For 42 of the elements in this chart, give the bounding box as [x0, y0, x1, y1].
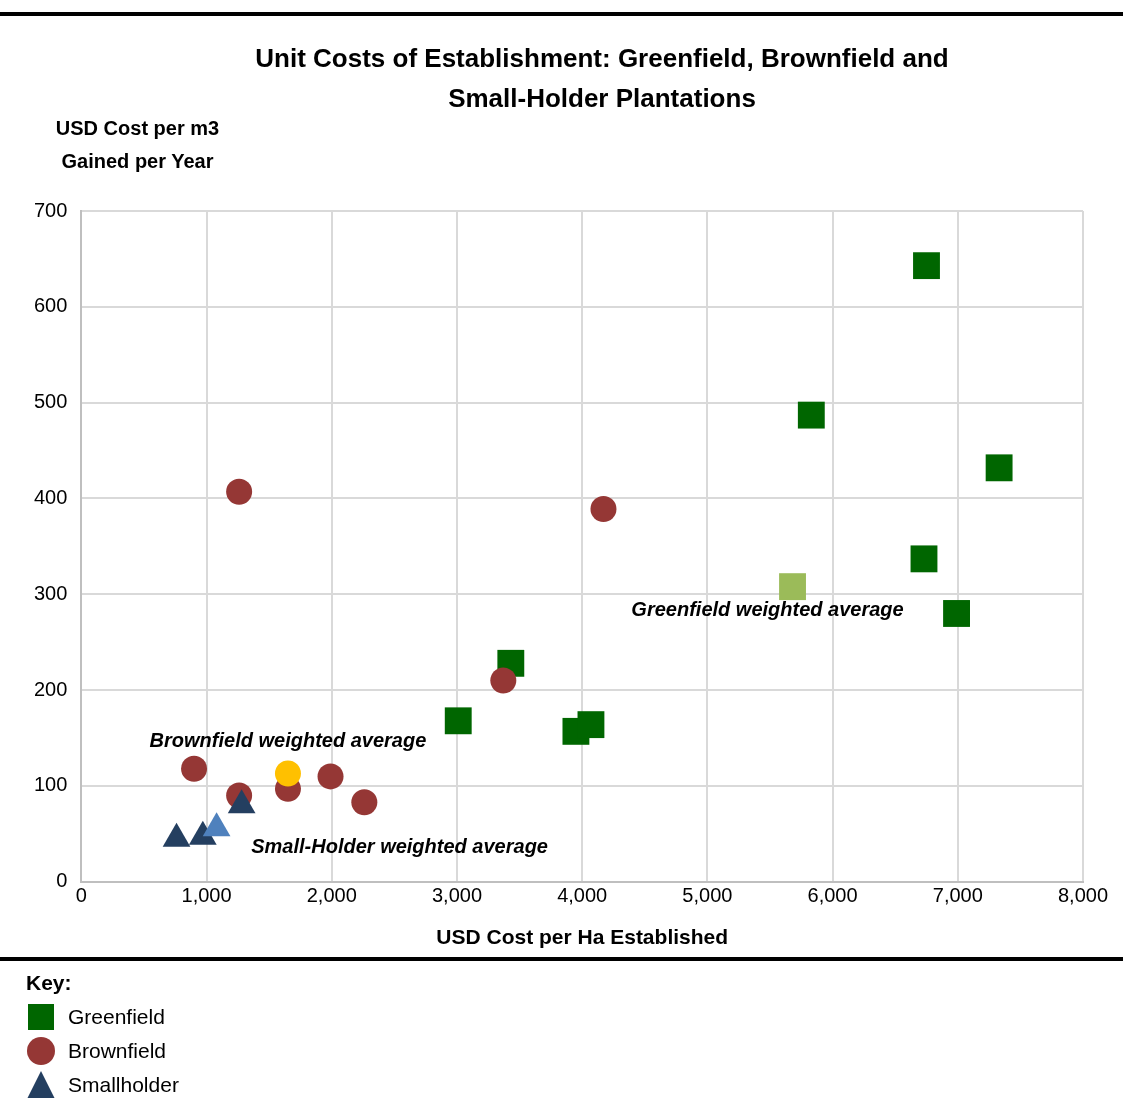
point: [181, 755, 208, 782]
point: [985, 454, 1013, 482]
x-tick-label: 0: [75, 884, 87, 907]
point: [797, 401, 825, 429]
annotation: Small-Holder weighted average: [251, 834, 548, 857]
point: [444, 707, 472, 735]
x-tick-label: 5,000: [682, 884, 733, 907]
point: [577, 711, 605, 739]
y-tick-label: 400: [33, 486, 68, 508]
x-axis-title: USD Cost per Ha Established: [436, 925, 729, 949]
point: [779, 573, 806, 601]
x-tick-label: 1,000: [181, 884, 232, 907]
point: [590, 496, 617, 523]
y-axis-title: USD Cost per m3 Gained per Year: [54, 116, 221, 174]
y-tick-label: 100: [33, 773, 68, 796]
point: [943, 600, 970, 627]
y-tick-label: 600: [33, 294, 68, 317]
y-tick-label: 700: [33, 198, 68, 221]
y-tick-label: 500: [33, 390, 68, 413]
point: [226, 478, 253, 505]
annotation: Greenfield weighted average: [631, 598, 904, 621]
y-tick-label: 300: [33, 581, 68, 604]
point: [351, 789, 378, 816]
legend-label: Smallholder: [68, 1073, 179, 1097]
y-tick-label: 200: [33, 677, 68, 700]
point: [317, 763, 344, 790]
x-tick-label: 3,000: [431, 884, 483, 907]
chart-title: Unit Costs of Establishment: Greenfield, Brownfield and Small-Holder Plantations: [254, 42, 950, 115]
x-tick-label: 7,000: [932, 884, 983, 907]
x-tick-label: 8,000: [1057, 884, 1109, 907]
point: [913, 252, 940, 280]
annotation: Brownfield weighted average: [149, 729, 427, 752]
x-tick-label: 4,000: [557, 884, 608, 907]
point: [910, 545, 938, 573]
y-tick-label: 0: [56, 869, 68, 892]
legend-label: Brownfield: [68, 1039, 167, 1063]
x-tick-label: 6,000: [807, 884, 858, 907]
point: [490, 667, 517, 694]
point: [274, 760, 301, 787]
legend-label: Greenfield: [68, 1005, 165, 1029]
legend-title: Key:: [26, 970, 73, 996]
x-tick-label: 2,000: [306, 884, 357, 907]
